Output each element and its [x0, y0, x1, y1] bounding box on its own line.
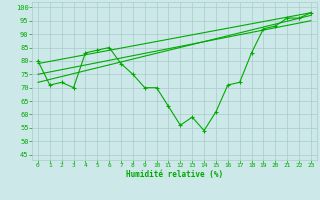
X-axis label: Humidité relative (%): Humidité relative (%) — [126, 170, 223, 179]
